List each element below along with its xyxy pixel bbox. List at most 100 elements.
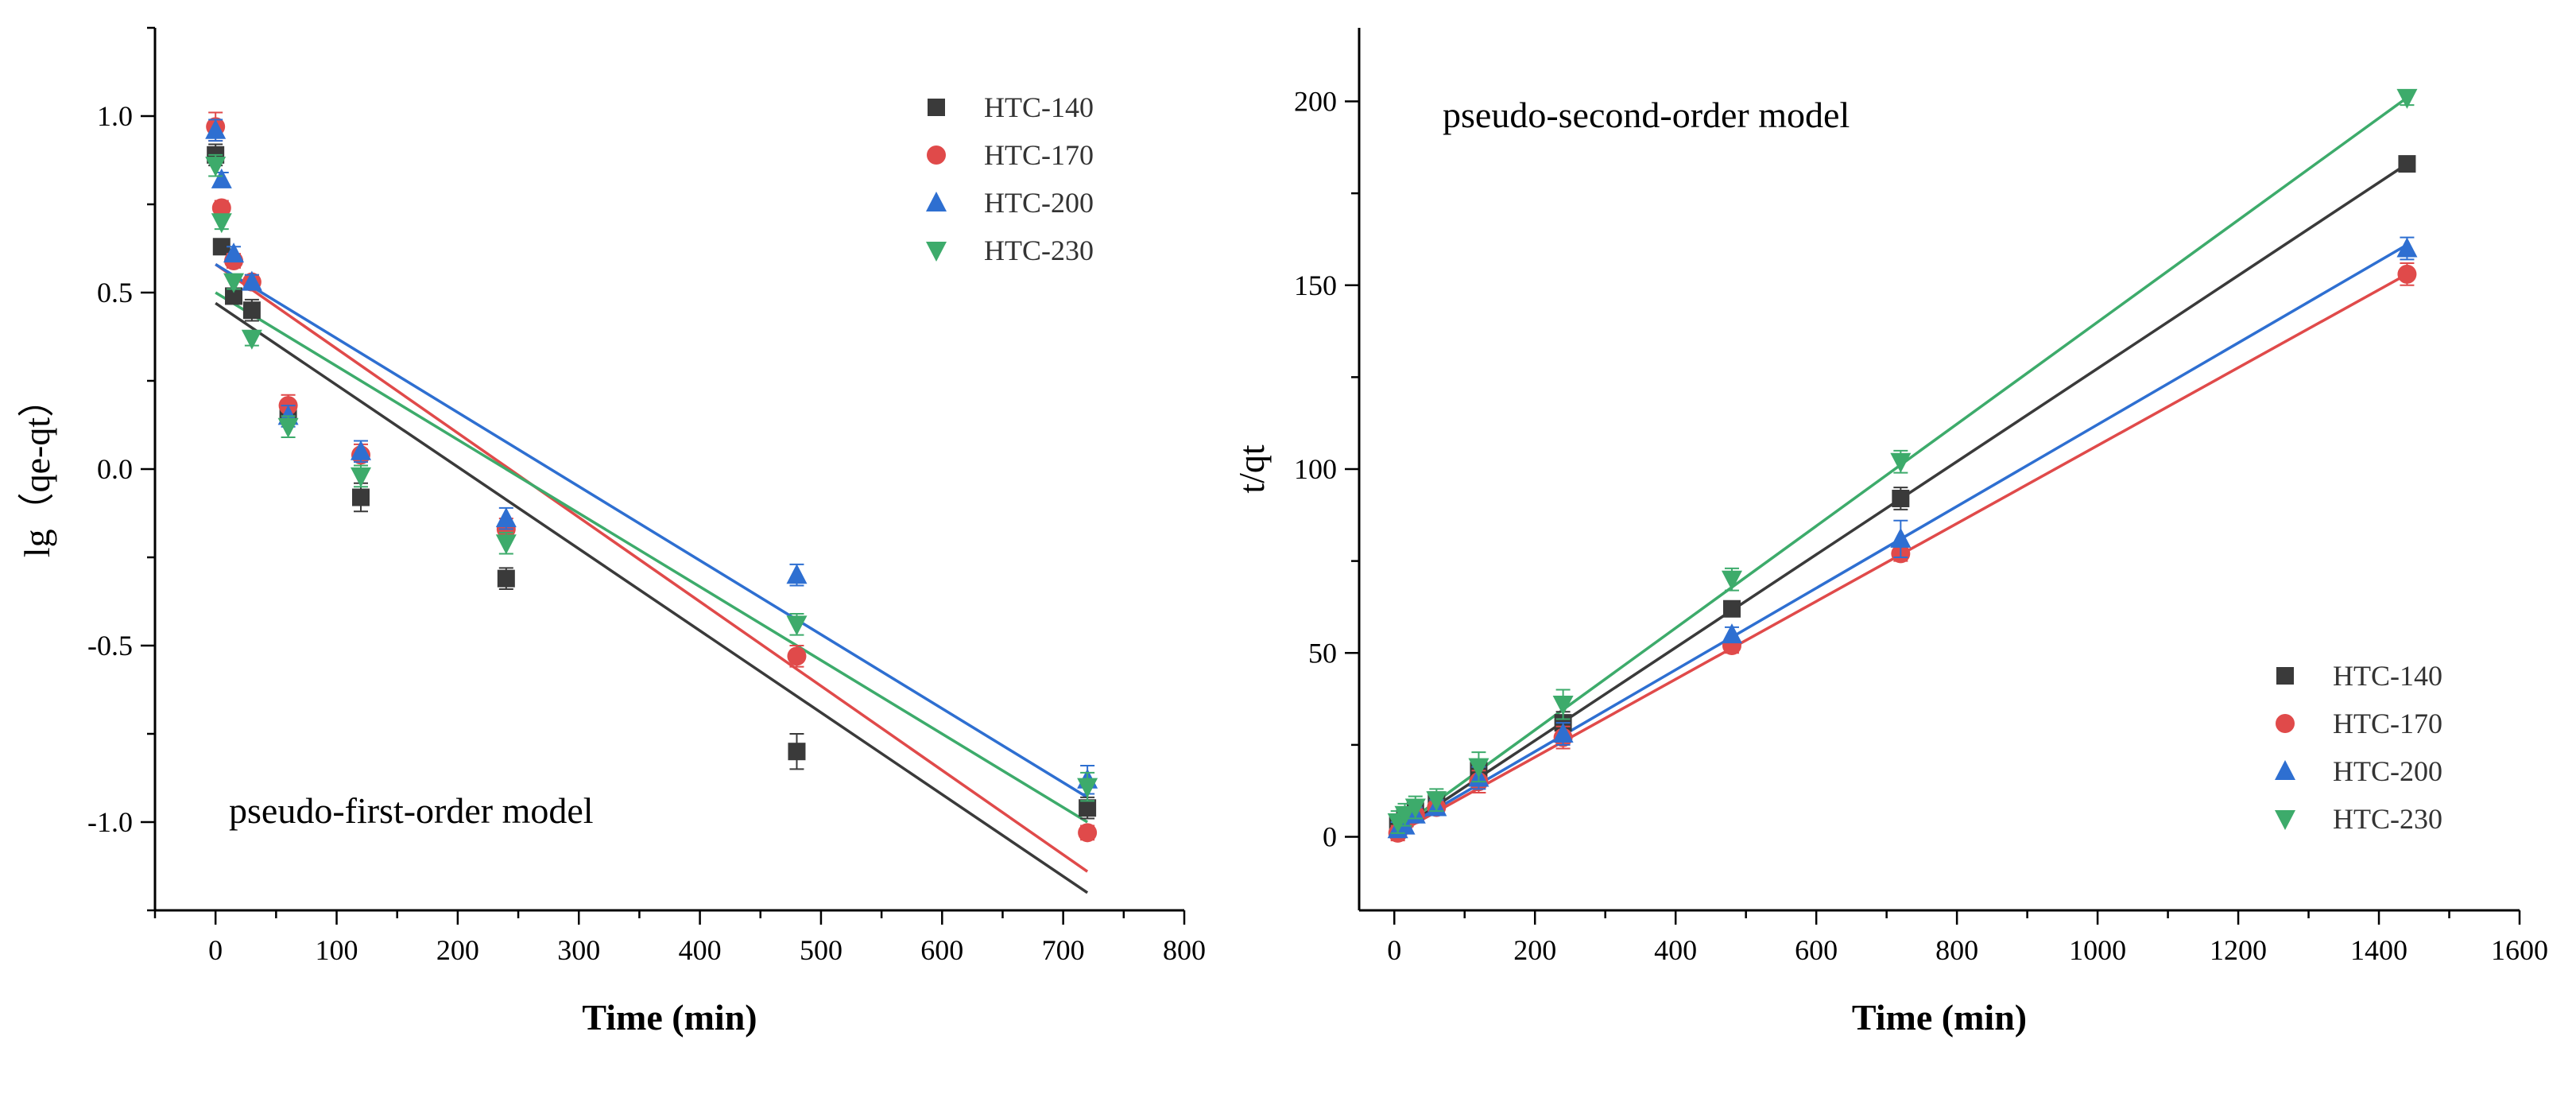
x-tick-label: 100 [316, 934, 358, 966]
y-tick-label: 0.5 [97, 277, 133, 308]
legend-marker-htc-170 [2276, 714, 2295, 733]
x-tick-label: 800 [1935, 934, 1978, 966]
data-point-htc-230 [1890, 452, 1912, 473]
legend-marker-htc-140 [2276, 667, 2294, 685]
data-point-htc-170 [787, 646, 807, 666]
data-point-htc-200 [1552, 723, 1574, 743]
data-point-htc-140 [242, 301, 261, 320]
data-point-htc-140 [225, 287, 243, 305]
pseudo-second-order-chart: 0 200 400 600 800 1000 1200 1400 1600 0 50 100 150 20… [1231, 28, 2548, 1038]
data-point-htc-200 [786, 564, 808, 584]
legend-marker-htc-200 [926, 192, 947, 211]
legend-label: HTC-140 [984, 91, 1094, 123]
data-point-htc-230 [1721, 570, 1742, 591]
x-tick-label: 300 [557, 934, 600, 966]
data-point-htc-200 [2396, 237, 2418, 258]
x-tick-label: 1200 [2210, 934, 2267, 966]
data-point-htc-200 [495, 507, 517, 528]
y-tick-label: 1.0 [97, 100, 133, 132]
legend-label: HTC-170 [984, 139, 1094, 171]
y-tick-label: -0.5 [87, 630, 133, 661]
data-point-htc-170 [211, 198, 231, 218]
data-point-htc-200 [211, 168, 232, 188]
model-annotation: pseudo-first-order model [229, 790, 594, 831]
data-point-htc-200 [205, 118, 227, 139]
model-annotation: pseudo-second-order model [1443, 95, 1850, 135]
data-point-htc-230 [786, 615, 808, 636]
fit-line-htc-140 [215, 301, 1089, 894]
legend-label: HTC-200 [984, 187, 1094, 219]
data-point-htc-230 [241, 329, 262, 350]
x-tick-label: 200 [1513, 934, 1556, 966]
y-tick-label: 150 [1294, 270, 1337, 301]
data-point-htc-200 [351, 440, 371, 460]
y-tick-label: 200 [1294, 86, 1337, 118]
x-tick-label: 0 [208, 934, 223, 966]
x-tick-label: 600 [1795, 934, 1838, 966]
x-tick-label: 400 [1654, 934, 1697, 966]
fit-line-htc-230 [215, 291, 1089, 824]
data-point-htc-230 [1426, 791, 1447, 812]
y-tick-label: -1.0 [87, 806, 133, 838]
x-tick-label: 1600 [2491, 934, 2548, 966]
legend-marker-htc-170 [927, 145, 946, 165]
data-point-htc-230 [495, 534, 517, 555]
fit-line-htc-200 [215, 262, 1089, 799]
data-point-htc-140 [497, 569, 515, 588]
data-point-htc-200 [1721, 623, 1742, 644]
legend: HTC-140 HTC-170 HTC-200 HTC-230 [2275, 660, 2442, 835]
data-point-htc-230 [1404, 798, 1426, 819]
data-point-htc-140 [1079, 799, 1097, 817]
data-point-htc-230 [211, 213, 232, 234]
data-point-htc-170 [1078, 823, 1098, 843]
data-point-htc-140 [1892, 490, 1910, 507]
x-tick-label: 0 [1387, 934, 1401, 966]
legend-label: HTC-170 [2333, 708, 2442, 739]
data-point-htc-140 [352, 488, 370, 506]
data-point-htc-230 [2396, 88, 2418, 109]
y-tick-label: 100 [1294, 453, 1337, 485]
data-point-htc-140 [1722, 599, 1741, 618]
fit-line-htc-170 [215, 263, 1089, 873]
x-axis-title: Time (min) [582, 997, 757, 1038]
data-point-htc-140 [2398, 155, 2416, 173]
x-tick-label: 400 [679, 934, 722, 966]
x-tick-label: 1400 [2350, 934, 2407, 966]
y-axis-title: lg（qe-qt） [17, 381, 57, 557]
x-tick-label: 800 [1163, 934, 1206, 966]
legend-label: HTC-230 [2333, 803, 2442, 835]
data-point-htc-230 [205, 157, 227, 177]
data-point-htc-140 [212, 238, 230, 256]
data-point-htc-230 [277, 417, 299, 438]
legend-label: HTC-200 [2333, 755, 2442, 787]
data-point-htc-230 [223, 273, 245, 293]
y-tick-label: 0 [1323, 821, 1337, 853]
data-point-htc-230 [1394, 805, 1416, 826]
y-tick-label: 0.0 [97, 453, 133, 485]
legend-marker-htc-140 [928, 99, 945, 116]
data-point-htc-140 [788, 743, 806, 761]
x-tick-label: 500 [800, 934, 843, 966]
x-tick-label: 200 [436, 934, 479, 966]
x-tick-label: 1000 [2069, 934, 2126, 966]
data-point-htc-200 [241, 270, 262, 291]
x-tick-label: 700 [1042, 934, 1085, 966]
legend: HTC-140 HTC-170 HTC-200 HTC-230 [926, 91, 1094, 266]
pseudo-first-order-chart: 0 100 200 300 400 500 600 700 800 -1.0 -0.5 0.0 0.5 1… [17, 26, 1206, 1038]
legend-marker-htc-200 [2275, 760, 2295, 780]
data-point-htc-230 [1468, 758, 1489, 778]
legend-marker-htc-230 [926, 242, 947, 262]
y-axis-title: t/qt [1231, 444, 1272, 494]
legend-marker-htc-230 [2275, 810, 2295, 830]
data-point-htc-230 [1552, 696, 1574, 716]
data-point-htc-230 [351, 467, 371, 487]
data-point-htc-200 [223, 242, 245, 263]
x-axis-title: Time (min) [1852, 997, 2027, 1038]
legend-label: HTC-230 [984, 235, 1094, 266]
data-point-htc-170 [2397, 264, 2417, 284]
x-tick-label: 600 [920, 934, 963, 966]
y-tick-label: 50 [1308, 637, 1337, 669]
data-point-htc-200 [1890, 527, 1912, 548]
data-point-htc-230 [1077, 778, 1098, 798]
